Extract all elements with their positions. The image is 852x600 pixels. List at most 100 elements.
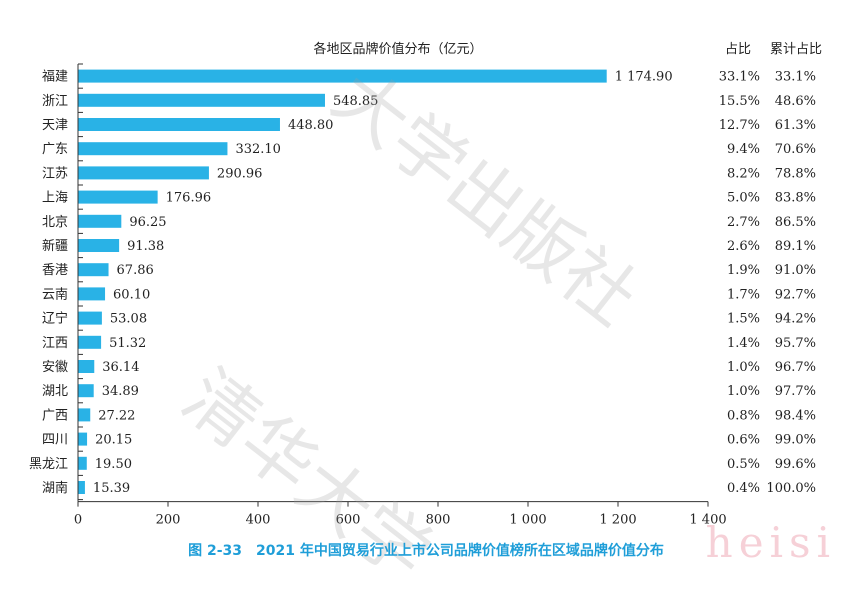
bar — [78, 432, 88, 446]
share-label: 1.0% — [727, 360, 760, 375]
value-label: 36.14 — [102, 360, 139, 375]
share-label: 1.7% — [727, 287, 760, 302]
cumulative-label: 89.1% — [775, 239, 816, 254]
share-label: 0.4% — [727, 481, 760, 496]
category-label: 广西 — [42, 408, 68, 423]
bar-chart: 各地区品牌价值分布（亿元） 占比 累计占比 1 174.90 33.1% 33.1%… — [29, 41, 822, 528]
cumulative-label: 99.6% — [775, 457, 816, 472]
share-label: 0.6% — [727, 433, 760, 448]
value-label: 332.10 — [235, 142, 281, 157]
category-label: 云南 — [42, 286, 68, 302]
bar — [78, 239, 120, 252]
value-label: 27.22 — [98, 408, 135, 423]
share-header: 占比 — [725, 42, 751, 57]
category-label: 湖南 — [42, 480, 68, 496]
value-label: 96.25 — [129, 215, 166, 230]
x-tick-label: 600 — [336, 513, 361, 528]
bar — [78, 384, 94, 398]
cumulative-label: 95.7% — [775, 336, 816, 351]
bar — [78, 456, 87, 470]
cumulative-label: 78.8% — [775, 166, 816, 181]
bar — [78, 335, 102, 349]
value-label: 34.89 — [102, 384, 139, 399]
value-label: 91.38 — [127, 239, 164, 254]
share-label: 0.5% — [727, 457, 760, 472]
x-tick-label: 800 — [426, 513, 451, 528]
cumulative-label: 91.0% — [775, 263, 816, 278]
value-label: 176.96 — [166, 191, 212, 206]
bar — [78, 263, 109, 277]
cumulative-label: 48.6% — [775, 94, 816, 109]
x-tick-label: 0 — [74, 513, 82, 528]
cumulative-label: 83.8% — [775, 191, 816, 206]
x-tick-label: 1 000 — [509, 513, 546, 528]
category-label: 黑龙江 — [29, 457, 68, 472]
bar — [78, 311, 102, 325]
cumulative-label: 94.2% — [775, 312, 816, 327]
cumulative-label: 70.6% — [775, 142, 816, 157]
value-label: 448.80 — [288, 118, 334, 133]
category-label: 安徽 — [42, 360, 68, 375]
category-label: 福建 — [42, 70, 68, 85]
cumulative-label: 86.5% — [775, 215, 816, 230]
bar — [78, 118, 280, 131]
chart-title: 各地区品牌价值分布（亿元） — [313, 41, 482, 57]
bar — [78, 166, 209, 180]
share-label: 1.4% — [727, 336, 760, 351]
value-label: 19.50 — [95, 457, 132, 472]
x-tick-label: 1 200 — [599, 513, 636, 528]
watermark-heisi: heisi — [705, 518, 836, 567]
category-label: 辽宁 — [42, 311, 68, 327]
bar — [78, 360, 95, 373]
bar — [78, 214, 122, 228]
bar — [78, 408, 91, 422]
category-label: 江苏 — [42, 165, 68, 181]
value-label: 51.32 — [109, 336, 146, 351]
value-label: 53.08 — [110, 312, 147, 327]
share-label: 5.0% — [727, 191, 760, 206]
share-label: 15.5% — [719, 94, 760, 109]
cumulative-label: 96.7% — [775, 360, 816, 375]
share-label: 8.2% — [727, 166, 760, 181]
share-label: 1.9% — [727, 263, 760, 278]
category-label: 新疆 — [42, 238, 68, 254]
bars-group: 1 174.90 33.1% 33.1% 548.85 15.5% 48.6% 448.80… — [78, 69, 816, 496]
share-label: 2.6% — [727, 239, 760, 254]
cumulative-label: 97.7% — [775, 384, 816, 399]
bar — [78, 481, 85, 494]
value-label: 1 174.90 — [615, 70, 673, 85]
category-label: 上海 — [42, 191, 68, 206]
share-label: 9.4% — [727, 142, 760, 157]
value-label: 60.10 — [113, 287, 150, 302]
value-label: 67.86 — [117, 263, 154, 278]
bar — [78, 142, 228, 156]
bar — [78, 190, 158, 204]
value-label: 20.15 — [95, 433, 132, 448]
share-label: 33.1% — [719, 70, 760, 85]
share-label: 2.7% — [727, 215, 760, 230]
share-label: 1.0% — [727, 384, 760, 399]
category-label: 湖北 — [42, 384, 68, 399]
bar — [78, 287, 106, 301]
figure-caption: 图 2-33 2021 年中国贸易行业上市公司品牌价值榜所在区域品牌价值分布 — [188, 543, 664, 559]
x-tick-label: 200 — [156, 513, 181, 528]
value-label: 548.85 — [333, 94, 379, 109]
category-label: 香港 — [42, 263, 68, 278]
share-label: 12.7% — [719, 118, 760, 133]
cumulative-label: 33.1% — [775, 70, 816, 85]
cumulative-label: 100.0% — [766, 481, 816, 496]
share-label: 1.5% — [727, 312, 760, 327]
cumulative-label: 92.7% — [775, 287, 816, 302]
category-label: 江西 — [42, 336, 68, 351]
x-tick-label: 1 400 — [689, 513, 726, 528]
x-tick-label: 400 — [246, 513, 271, 528]
category-label: 天津 — [42, 118, 68, 133]
value-label: 290.96 — [217, 166, 263, 181]
cumulative-label: 98.4% — [775, 408, 816, 423]
category-label: 浙江 — [42, 94, 68, 109]
cumulative-label: 99.0% — [775, 433, 816, 448]
cumulative-label: 61.3% — [775, 118, 816, 133]
cumulative-header: 累计占比 — [770, 42, 822, 57]
bar — [78, 93, 325, 107]
